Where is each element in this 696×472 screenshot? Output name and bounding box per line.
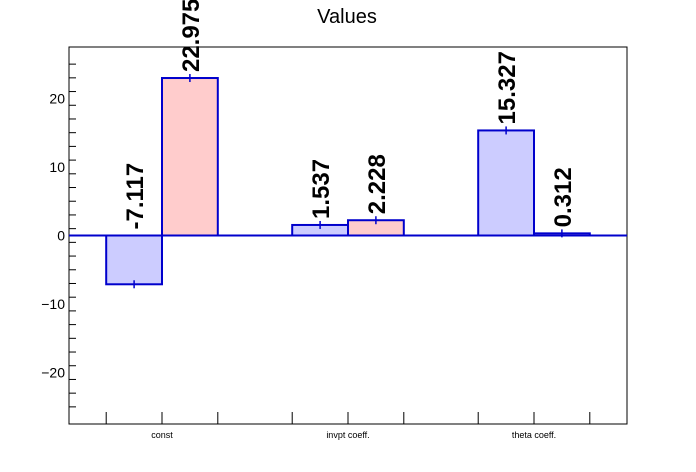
data-label: -7.117 xyxy=(122,163,149,230)
y-tick-label: 20 xyxy=(49,90,65,106)
data-label: 15.327 xyxy=(494,51,521,124)
data-label: 1.537 xyxy=(308,159,335,219)
x-category-label: theta coeff. xyxy=(512,430,556,440)
data-label: 2.228 xyxy=(364,154,391,214)
x-category-label: invpt coeff. xyxy=(326,430,369,440)
y-tick-label: 0 xyxy=(57,228,65,244)
y-tick-label: −20 xyxy=(41,365,65,381)
bar-blue xyxy=(105,234,163,286)
y-tick-label: 10 xyxy=(49,159,65,175)
data-label: 22.975 xyxy=(178,0,205,72)
chart-title: Values xyxy=(317,6,377,28)
plot-area: −20 −10 0 10 20 const invpt coeff. theta coeff.… xyxy=(41,0,628,440)
y-tick-label: −10 xyxy=(41,296,65,312)
bar-blue xyxy=(477,129,536,237)
data-label: 0.312 xyxy=(550,167,577,227)
bar-red xyxy=(161,77,219,237)
x-category-label: const xyxy=(151,430,173,440)
